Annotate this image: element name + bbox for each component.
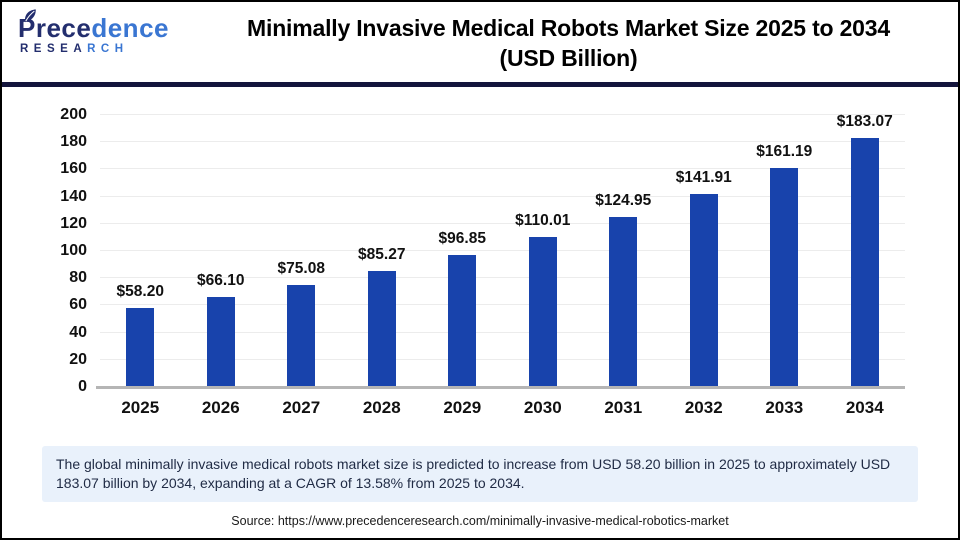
x-axis-label: 2027 <box>282 398 321 417</box>
x-axis-label: 2026 <box>201 398 240 417</box>
bar-column: $96.85 2029 <box>422 115 503 417</box>
bar-value-label: $161.19 <box>756 142 813 160</box>
gridline <box>100 331 905 333</box>
bar-column: $141.91 2032 <box>664 115 745 417</box>
chart-title: Minimally Invasive Medical Robots Market… <box>187 13 950 73</box>
gridline <box>100 168 905 170</box>
x-axis-label: 2028 <box>362 398 401 417</box>
bar-value-label: $110.01 <box>515 212 571 230</box>
bar-value-label: $96.85 <box>438 230 486 248</box>
bar-value-label: $58.20 <box>116 282 164 300</box>
bar-2034 <box>850 138 879 387</box>
note-text: The global minimally invasive medical ro… <box>56 456 891 491</box>
y-axis-tick-label: 40 <box>69 323 87 341</box>
bar-2033 <box>770 167 799 387</box>
gridline <box>100 114 905 115</box>
bar-column: $183.07 2034 <box>825 113 906 417</box>
x-axis-baseline <box>96 386 905 389</box>
bar-column: $85.27 2028 <box>342 115 423 417</box>
gridline <box>100 195 905 197</box>
x-axis-label: 2029 <box>443 398 482 417</box>
bar-value-label: $66.10 <box>197 272 245 290</box>
logo-sub-dark: RESEA <box>20 43 88 55</box>
bar-2030 <box>528 237 557 387</box>
logo-wordmark: Precedence <box>18 14 178 42</box>
precedence-research-logo: Precedence RESEARCH <box>18 9 178 55</box>
bar-value-label: $183.07 <box>836 113 893 131</box>
note-box: The global minimally invasive medical ro… <box>42 446 918 502</box>
y-axis-tick-label: 140 <box>60 187 87 205</box>
bar-value-label: $124.95 <box>595 192 652 210</box>
y-axis-tick-label: 200 <box>60 106 87 123</box>
x-axis-label: 2034 <box>845 398 884 417</box>
gridline <box>100 141 905 143</box>
y-axis-tick-label: 0 <box>78 378 87 395</box>
bar-value-label: $141.91 <box>675 169 732 187</box>
header-divider <box>2 82 958 87</box>
x-axis-label: 2032 <box>684 398 723 417</box>
gridline <box>100 250 905 251</box>
source-text: Source: https://www.precedenceresearch.c… <box>231 514 729 528</box>
y-axis-tick-label: 180 <box>60 133 87 151</box>
y-axis-tick-label: 20 <box>69 350 87 368</box>
bar-column: $75.08 2027 <box>261 115 342 417</box>
y-axis-tick-label: 160 <box>60 160 87 178</box>
bar-2026 <box>206 297 235 387</box>
bar-2029 <box>448 255 477 387</box>
plot-area: 0 20 40 60 80 100 120 140 160 180 200 $58.20 2025 $66… <box>60 106 906 417</box>
gridline <box>100 358 905 360</box>
x-axis-label: 2030 <box>523 398 562 417</box>
bar-2031 <box>609 217 638 387</box>
header: Precedence RESEARCH Minimally Invasive M… <box>2 2 958 82</box>
bar-column: $124.95 2031 <box>583 115 664 417</box>
gridline <box>100 277 905 279</box>
bar-2025 <box>126 307 155 387</box>
bar-value-label: $85.27 <box>358 246 406 264</box>
leaf-icon <box>24 9 36 23</box>
chart-title-line2: (USD Billion) <box>499 45 638 71</box>
bar-2032 <box>689 194 718 387</box>
chart-title-line1: Minimally Invasive Medical Robots Market… <box>247 15 890 41</box>
y-axis-tick-label: 100 <box>60 242 87 259</box>
gridline <box>100 222 905 224</box>
x-axis-label: 2033 <box>765 398 804 417</box>
bar-column: $58.20 2025 <box>100 115 181 417</box>
logo-research-label: RESEARCH <box>18 43 178 55</box>
bar-2027 <box>287 284 316 387</box>
x-axis-label: 2025 <box>121 398 160 417</box>
y-axis-tick-label: 120 <box>60 214 87 232</box>
x-axis-label: 2031 <box>604 398 643 417</box>
logo-word-light: dence <box>91 13 169 43</box>
y-axis-tick-label: 80 <box>69 269 87 287</box>
logo-sub-light: RCH <box>87 43 129 55</box>
bar-column: $110.01 2030 <box>503 115 584 417</box>
bar-column: $66.10 2026 <box>181 115 262 417</box>
y-axis-tick-label: 60 <box>69 296 87 314</box>
gridline <box>100 304 905 306</box>
bar-value-label: $75.08 <box>277 259 325 277</box>
bar-2028 <box>367 271 396 387</box>
bar-column: $161.19 2033 <box>744 115 825 417</box>
